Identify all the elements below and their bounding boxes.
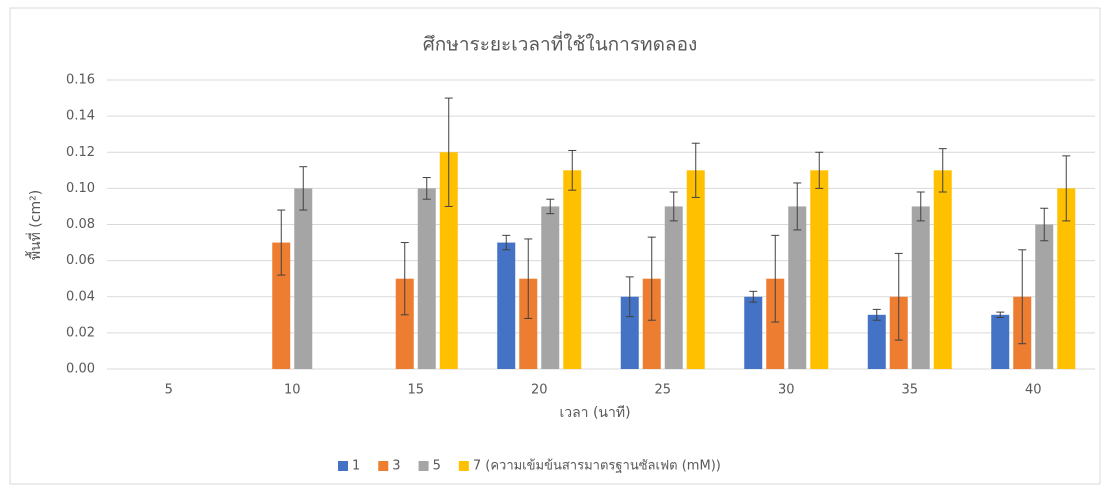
y-tick-label: 0.16 — [66, 73, 95, 88]
bar — [642, 278, 661, 369]
y-tick-label: 0.10 — [66, 181, 95, 196]
bar — [395, 278, 414, 369]
error-bar — [996, 311, 1005, 319]
error-bar — [1040, 207, 1049, 242]
error-bar — [669, 191, 678, 222]
bar — [294, 188, 313, 369]
error-bar — [647, 236, 656, 321]
error-bar — [872, 308, 881, 321]
error-bar — [771, 234, 780, 323]
bar — [810, 170, 829, 369]
error-bar — [894, 252, 903, 341]
x-tick-label: 10 — [284, 383, 301, 398]
legend-swatch — [338, 461, 348, 471]
bar — [620, 296, 639, 369]
bar — [991, 314, 1010, 369]
error-bar — [546, 198, 555, 215]
error-bar — [400, 242, 409, 316]
y-tick-label: 0.08 — [66, 217, 95, 232]
legend-label: 7 (ความเข้มข้นสารมาตรฐานซัลเฟต (mM)) — [473, 459, 721, 474]
error-bar — [938, 148, 947, 193]
bar — [933, 170, 952, 369]
legend-label: 1 — [352, 459, 360, 474]
bar — [272, 242, 291, 369]
error-bar — [749, 290, 758, 303]
x-tick-label: 40 — [1025, 383, 1042, 398]
x-axis-title: เวลา (นาที) — [559, 405, 630, 421]
error-bar — [1062, 155, 1071, 222]
x-tick-label: 15 — [407, 383, 424, 398]
legend-swatch — [378, 461, 389, 471]
bar — [664, 206, 683, 369]
bar — [686, 170, 705, 369]
y-tick-label: 0.04 — [66, 289, 95, 304]
x-tick-label: 35 — [901, 383, 918, 398]
error-bar — [524, 238, 533, 319]
error-bar — [568, 149, 577, 191]
error-bar — [299, 166, 308, 211]
chart-title: ศึกษาระยะเวลาที่ใช้ในการทดลอง — [423, 31, 698, 56]
bar — [439, 152, 458, 369]
bar — [417, 188, 436, 369]
legend-swatch — [458, 461, 469, 471]
error-bar — [422, 177, 431, 200]
error-bar — [625, 276, 634, 318]
bar — [497, 242, 516, 369]
bar — [563, 170, 582, 369]
bar — [766, 278, 785, 369]
bar — [911, 206, 930, 369]
x-tick-label: 20 — [531, 383, 548, 398]
y-tick-label: 0.02 — [66, 325, 95, 340]
y-tick-label: 0.14 — [66, 109, 95, 124]
error-bar — [793, 182, 802, 231]
legend-swatch — [418, 461, 429, 471]
bar — [788, 206, 807, 369]
x-tick-label: 5 — [165, 383, 173, 398]
error-bar — [277, 209, 286, 276]
y-axis-title: พื้นที่ (cm²) — [25, 190, 44, 260]
error-bar — [916, 191, 925, 222]
legend-label: 3 — [392, 459, 400, 474]
bar — [541, 206, 560, 369]
bar — [1035, 224, 1054, 369]
bar — [744, 296, 763, 369]
y-tick-label: 0.00 — [66, 362, 95, 377]
error-bar — [815, 151, 824, 189]
error-bar — [444, 97, 453, 207]
bar — [867, 314, 886, 369]
legend-label: 5 — [433, 459, 441, 474]
y-tick-label: 0.06 — [66, 253, 95, 268]
bar — [1057, 188, 1076, 369]
error-bar — [502, 234, 511, 251]
x-tick-label: 30 — [778, 383, 795, 398]
y-tick-label: 0.12 — [66, 145, 95, 160]
error-bar — [1018, 249, 1027, 345]
x-tick-label: 25 — [654, 383, 671, 398]
error-bar — [691, 142, 700, 198]
bar — [519, 278, 538, 369]
